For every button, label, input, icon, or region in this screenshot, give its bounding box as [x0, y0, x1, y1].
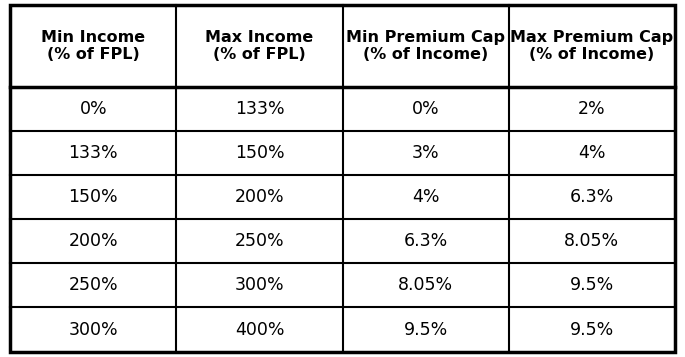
- Bar: [177, 307, 342, 352]
- Text: Max Premium Cap
(% of Income): Max Premium Cap (% of Income): [510, 30, 673, 62]
- Text: 9.5%: 9.5%: [569, 321, 614, 338]
- Bar: [342, 307, 508, 352]
- Bar: [177, 263, 342, 307]
- Bar: [177, 131, 342, 175]
- Text: 6.3%: 6.3%: [403, 232, 448, 250]
- Bar: [10, 87, 176, 131]
- Bar: [342, 131, 508, 175]
- Text: 9.5%: 9.5%: [403, 321, 448, 338]
- Bar: [342, 219, 508, 263]
- Text: 9.5%: 9.5%: [569, 276, 614, 295]
- Text: 8.05%: 8.05%: [564, 232, 619, 250]
- Bar: [508, 131, 675, 175]
- Bar: [177, 175, 342, 219]
- Bar: [508, 219, 675, 263]
- Bar: [10, 219, 176, 263]
- Text: 2%: 2%: [578, 100, 606, 118]
- Text: 250%: 250%: [68, 276, 118, 295]
- Text: 4%: 4%: [578, 144, 606, 162]
- Bar: [508, 175, 675, 219]
- Text: 200%: 200%: [68, 232, 118, 250]
- Bar: [508, 5, 675, 87]
- Bar: [10, 263, 176, 307]
- Text: 200%: 200%: [235, 188, 284, 206]
- Bar: [177, 219, 342, 263]
- Text: 250%: 250%: [235, 232, 284, 250]
- Text: Min Income
(% of FPL): Min Income (% of FPL): [41, 30, 145, 62]
- Text: 150%: 150%: [68, 188, 118, 206]
- Bar: [10, 175, 176, 219]
- Text: 300%: 300%: [235, 276, 284, 295]
- Bar: [342, 263, 508, 307]
- Bar: [177, 5, 342, 87]
- Text: 300%: 300%: [68, 321, 118, 338]
- Bar: [508, 263, 675, 307]
- Bar: [508, 307, 675, 352]
- Bar: [177, 87, 342, 131]
- Bar: [10, 131, 176, 175]
- Text: 8.05%: 8.05%: [398, 276, 453, 295]
- Bar: [342, 5, 508, 87]
- Text: 0%: 0%: [412, 100, 439, 118]
- Text: Min Premium Cap
(% of Income): Min Premium Cap (% of Income): [346, 30, 505, 62]
- Bar: [10, 307, 176, 352]
- Text: 0%: 0%: [79, 100, 107, 118]
- Bar: [342, 175, 508, 219]
- Text: 6.3%: 6.3%: [569, 188, 614, 206]
- Text: 4%: 4%: [412, 188, 439, 206]
- Text: 400%: 400%: [235, 321, 284, 338]
- Bar: [342, 87, 508, 131]
- Text: 133%: 133%: [68, 144, 118, 162]
- Text: 133%: 133%: [235, 100, 284, 118]
- Bar: [10, 5, 176, 87]
- Bar: [508, 87, 675, 131]
- Text: 150%: 150%: [235, 144, 284, 162]
- Text: Max Income
(% of FPL): Max Income (% of FPL): [206, 30, 314, 62]
- Text: 3%: 3%: [412, 144, 439, 162]
